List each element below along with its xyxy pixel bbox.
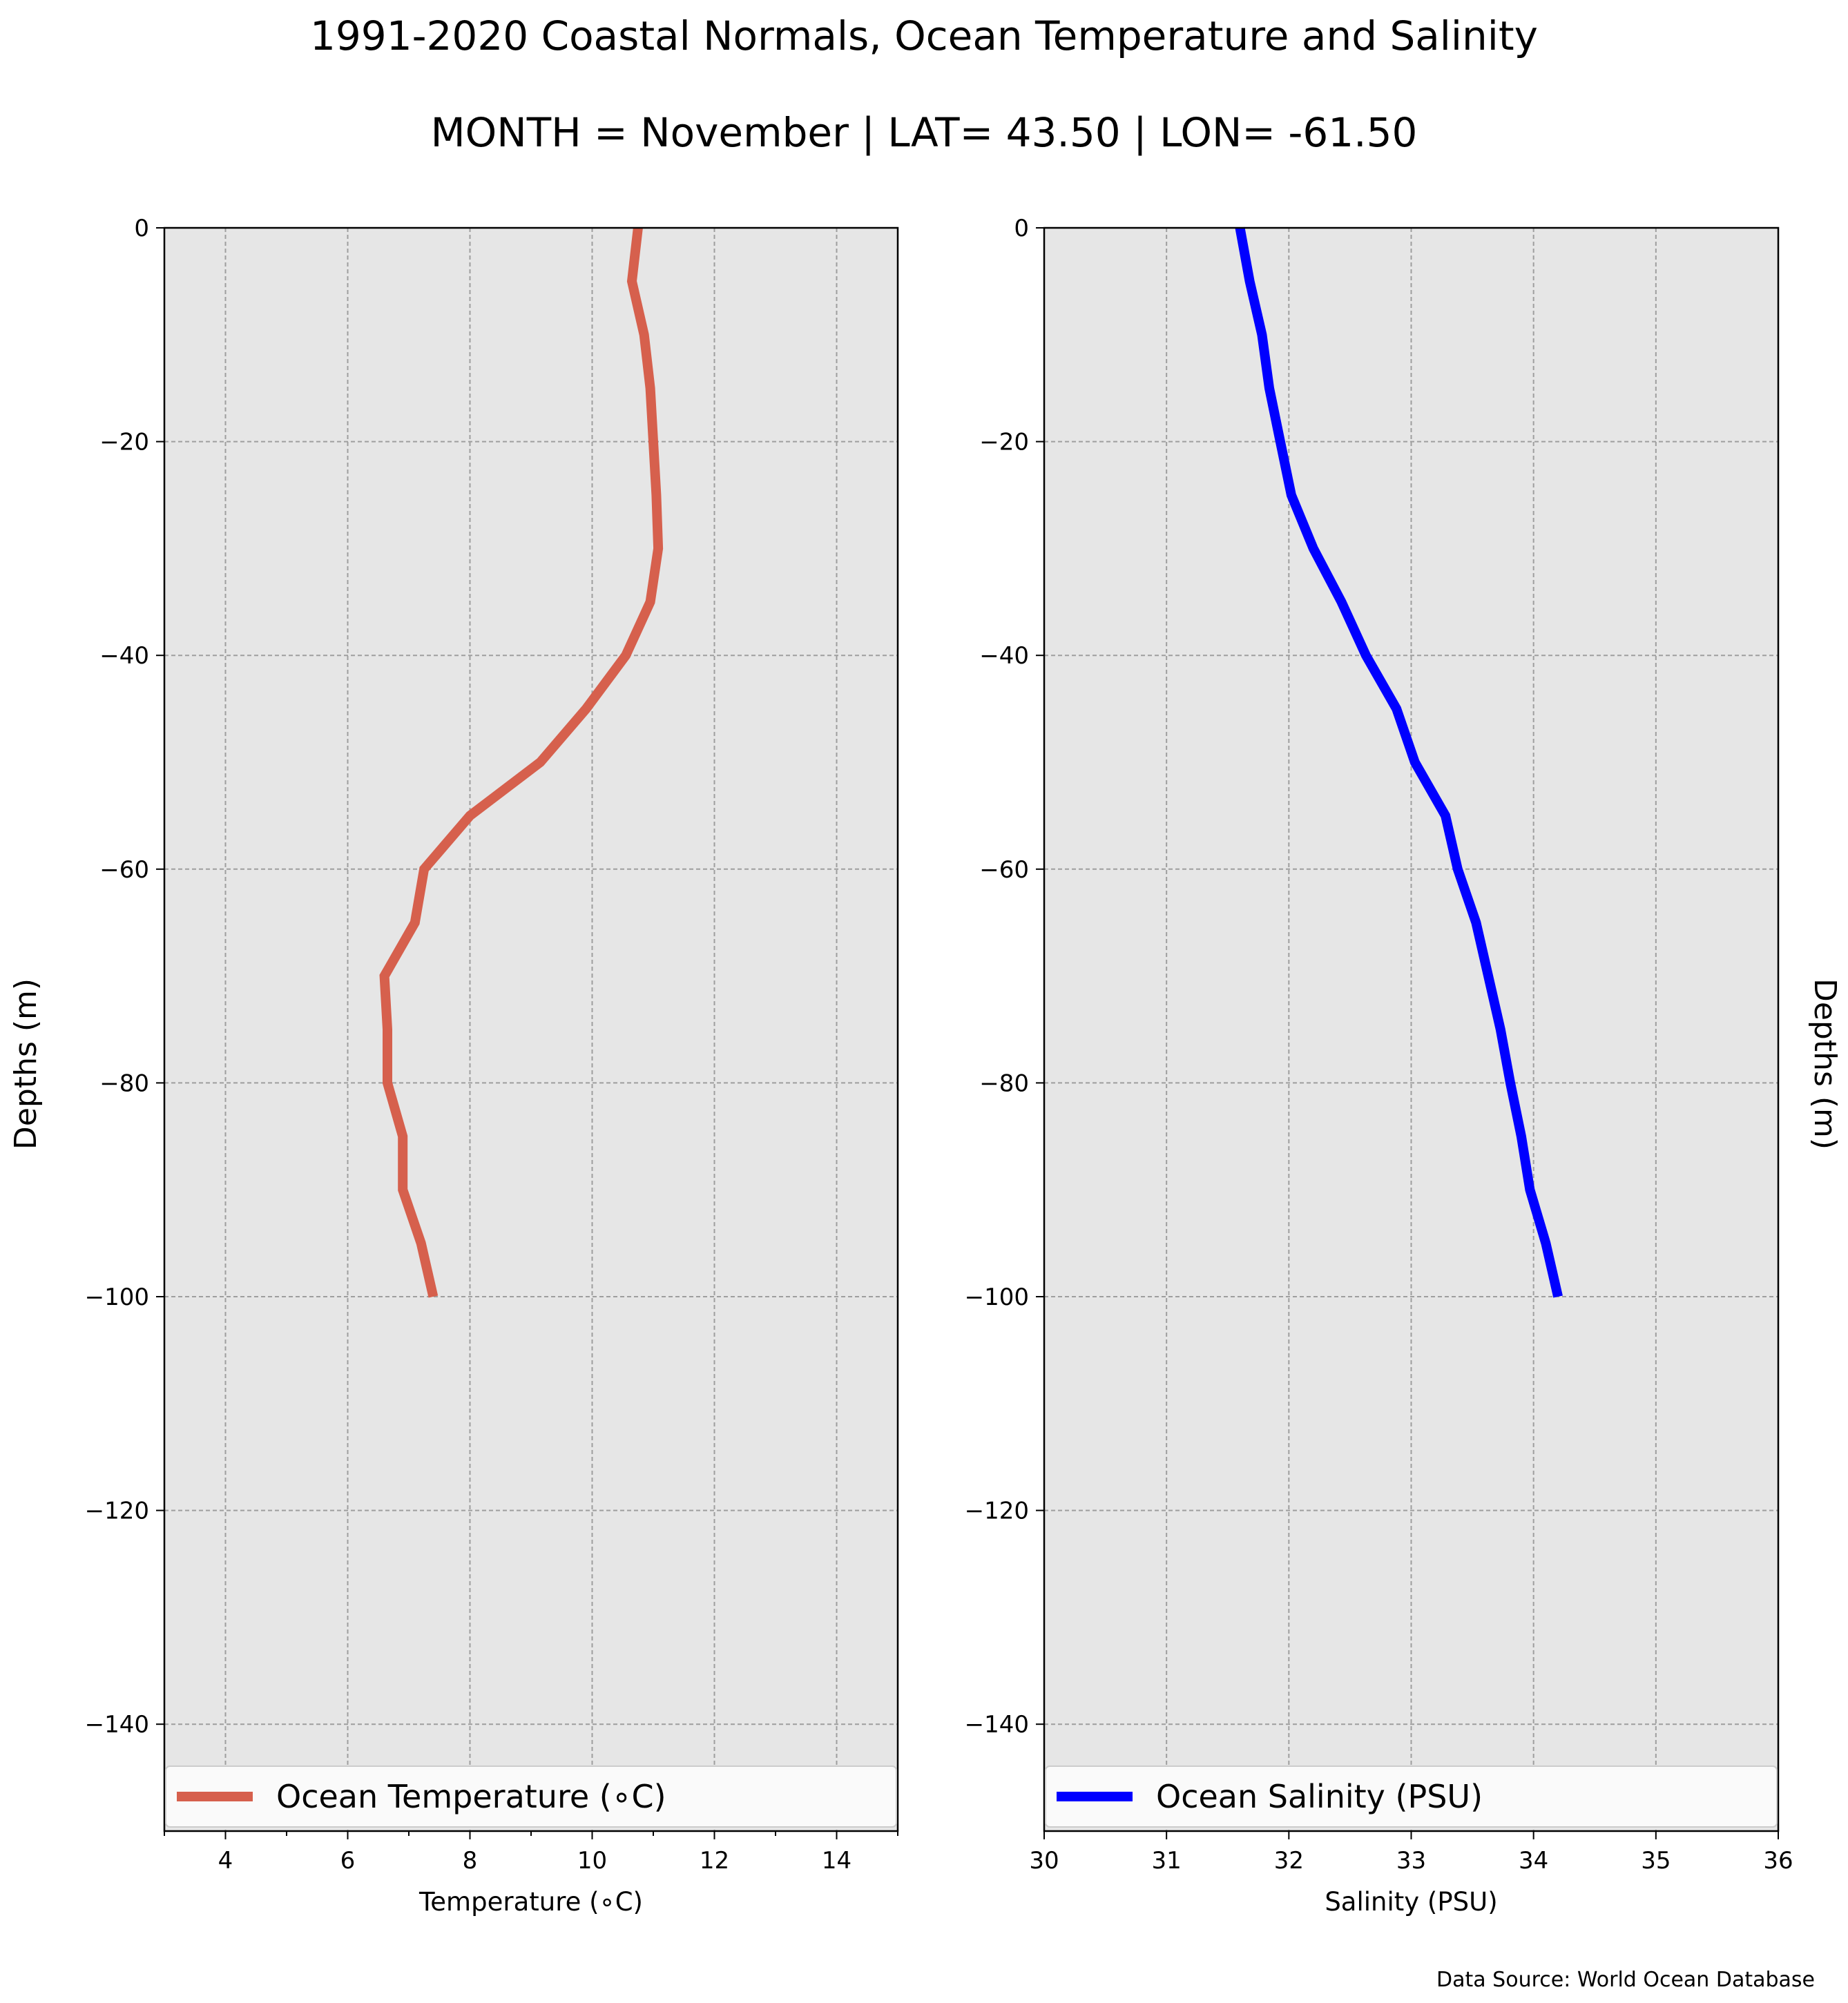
y-tick-label: −20 [99,429,149,456]
x-tick-label: 34 [1519,1847,1548,1875]
x-tick-label: 12 [700,1847,729,1875]
x-axis-label: Salinity (PSU) [1325,1887,1497,1917]
x-tick-label: 14 [822,1847,851,1875]
legend-label-0: Ocean Salinity (PSU) [1156,1778,1483,1815]
x-tick-label: 6 [340,1847,356,1875]
temperature-panel: 0 −20 −40 −60 −80 −100 −120 −140 4 6 8 10 12 14 Temper… [8,215,899,1917]
x-tick-label: 10 [577,1847,607,1875]
y-tick-label: 0 [1014,215,1029,242]
x-tick-label: 4 [218,1847,233,1875]
x-tick-label: 32 [1274,1847,1304,1875]
legend-box [1045,1765,1778,1828]
y-tick-label: −40 [979,642,1029,670]
y-tick-label: −80 [979,1070,1029,1097]
y-tick-label: −60 [99,856,149,884]
y-tick-label: −120 [965,1498,1029,1525]
y-tick-label: −120 [85,1498,149,1525]
legend-label-0: Ocean Temperature (∘C) [276,1778,666,1815]
y-tick-label: −140 [85,1711,149,1739]
x-tick-label: 35 [1641,1847,1671,1875]
y-tick-label: −60 [979,856,1029,884]
x-tick-label: 31 [1152,1847,1182,1875]
data-source-note: Data Source: World Ocean Database [1436,1968,1815,1992]
legend: Ocean Temperature (∘C) [165,1765,897,1828]
legend: Ocean Salinity (PSU) [1045,1765,1778,1828]
series-line-0 [379,227,664,1298]
series-line-0 [1235,226,1563,1298]
x-tick-label: 30 [1029,1847,1059,1875]
legend-box [165,1765,897,1828]
salinity-panel: 0 −20 −40 −60 −80 −100 −120 −140 30 31 32 33 34 35 36 S… [965,215,1842,1917]
y-tick-label: −20 [979,429,1029,456]
y-tick-label: −140 [965,1711,1029,1739]
y-axis-label: Depths (m) [1807,978,1842,1150]
y-tick-label: 0 [134,215,149,242]
plot-area [164,228,898,1831]
x-axis-label: Temperature (∘C) [418,1887,643,1917]
y-tick-label: −100 [965,1284,1029,1311]
y-tick-label: −40 [99,642,149,670]
x-tick-label: 8 [463,1847,478,1875]
chart-title: 1991-2020 Coastal Normals, Ocean Tempera… [310,12,1538,59]
x-tick-label: 36 [1763,1847,1793,1875]
x-tick-label: 33 [1396,1847,1426,1875]
y-axis-label: Depths (m) [8,978,44,1150]
y-tick-label: −80 [99,1070,149,1097]
chart-subtitle: MONTH = November | LAT= 43.50 | LON= -61… [431,109,1418,156]
y-tick-label: −100 [85,1284,149,1311]
